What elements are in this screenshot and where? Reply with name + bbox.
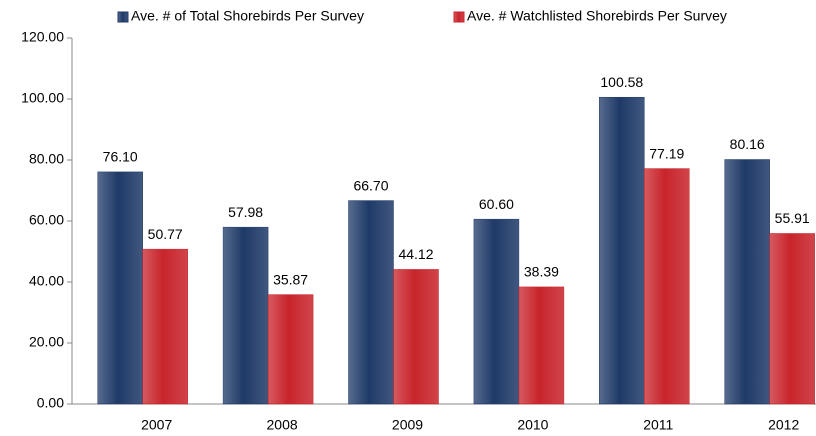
legend-label: Ave. # of Total Shorebirds Per Survey xyxy=(131,8,364,24)
data-label: 55.91 xyxy=(775,210,810,226)
x-tick-label: 2007 xyxy=(141,417,172,433)
data-label: 38.39 xyxy=(524,264,559,280)
bar xyxy=(142,248,188,405)
data-label: 80.16 xyxy=(730,136,765,152)
data-label: 57.98 xyxy=(228,204,263,220)
bar xyxy=(97,171,143,405)
data-label: 66.70 xyxy=(353,177,388,193)
data-label: 50.77 xyxy=(148,226,183,242)
legend-swatch xyxy=(117,11,129,23)
x-tick-label: 2008 xyxy=(267,417,298,433)
y-tick-label: 20.00 xyxy=(29,334,64,350)
y-tick-label: 120.00 xyxy=(21,29,64,45)
bar xyxy=(644,168,690,405)
data-label: 77.19 xyxy=(649,145,684,161)
bar xyxy=(267,294,314,405)
data-label: 76.10 xyxy=(103,149,138,165)
y-tick-label: 0.00 xyxy=(37,395,64,411)
y-tick-label: 60.00 xyxy=(29,212,64,228)
bar xyxy=(724,159,770,405)
x-tick-label: 2011 xyxy=(643,417,673,433)
bar xyxy=(393,269,439,405)
bar xyxy=(473,218,520,405)
x-tick-label: 2010 xyxy=(517,417,548,433)
x-tick-label: 2009 xyxy=(392,417,423,433)
legend-swatch xyxy=(453,11,465,23)
bar xyxy=(348,200,394,405)
data-label: 35.87 xyxy=(273,271,308,287)
bar xyxy=(769,233,815,405)
bar xyxy=(599,96,645,405)
bar xyxy=(222,226,269,405)
bar xyxy=(518,286,565,405)
data-label: 44.12 xyxy=(398,246,433,262)
data-label: 100.58 xyxy=(600,74,643,90)
y-tick-label: 100.00 xyxy=(21,90,64,106)
y-tick-label: 80.00 xyxy=(29,151,64,167)
legend-label: Ave. # Watchlisted Shorebirds Per Survey xyxy=(467,8,727,24)
y-tick-label: 40.00 xyxy=(29,273,64,289)
data-label: 60.60 xyxy=(479,196,514,212)
x-tick-label: 2012 xyxy=(768,417,799,433)
